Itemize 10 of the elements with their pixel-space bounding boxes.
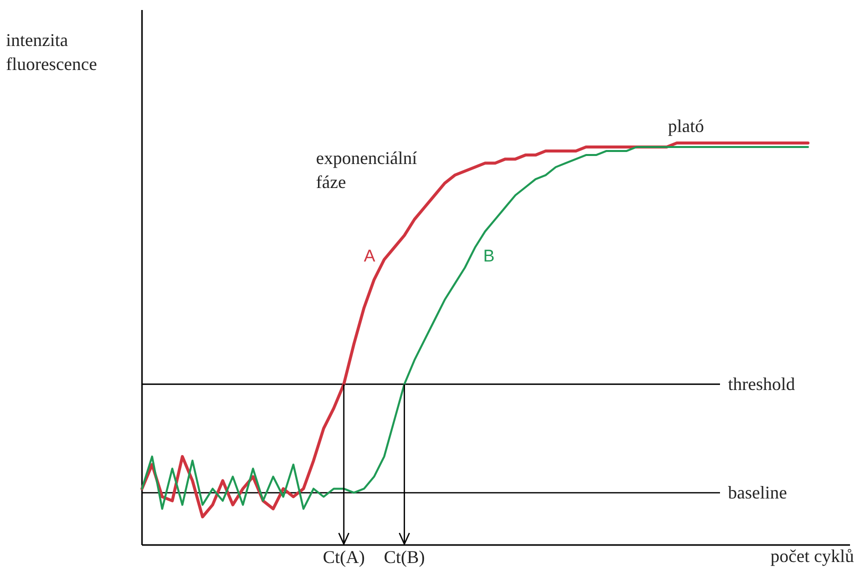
x-axis-title: počet cyklů [770, 546, 854, 566]
ref-line-label: baseline [728, 482, 787, 503]
y-axis-title: intenzita fluorescence [6, 30, 97, 74]
series-label: B [483, 246, 495, 266]
text: Ct(A) [322, 547, 365, 567]
text: plató [668, 116, 704, 136]
text: Ct(B) [384, 547, 425, 567]
series-label: A [364, 246, 376, 266]
ref-line-label: threshold [728, 374, 795, 394]
annotation: exponenciální fáze [316, 148, 417, 192]
